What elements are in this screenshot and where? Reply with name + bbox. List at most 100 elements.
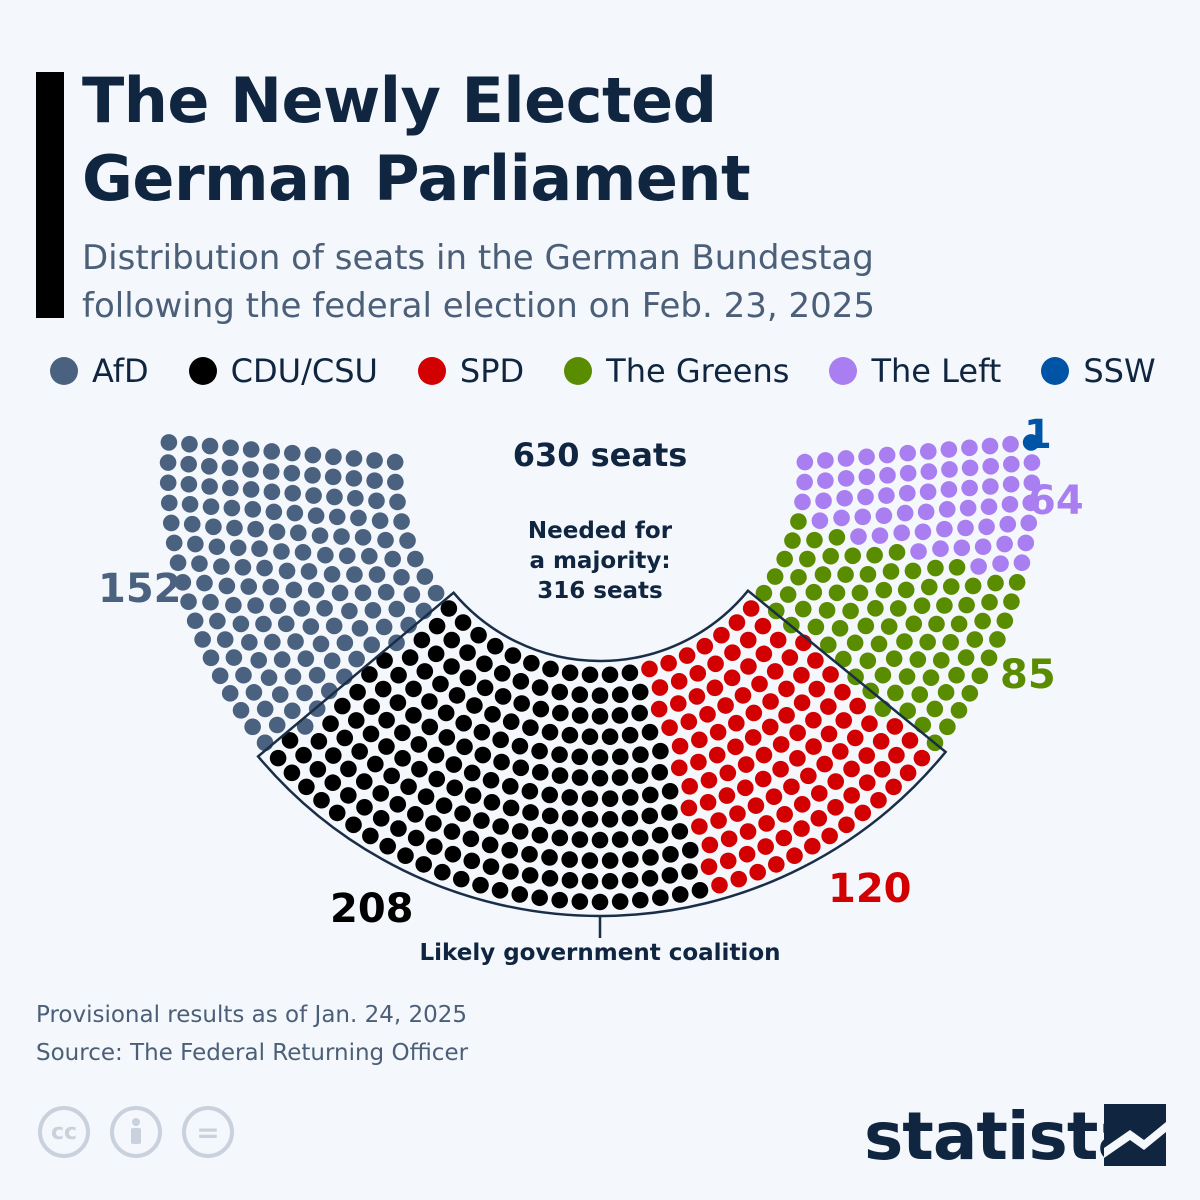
seat-spd bbox=[699, 794, 717, 811]
title-accent-bar bbox=[36, 72, 64, 318]
seat-spd bbox=[706, 679, 724, 697]
majority-line-2: a majority: bbox=[529, 548, 671, 574]
seat-the-greens bbox=[974, 612, 991, 630]
seat-afd bbox=[286, 504, 304, 522]
seat-cdu-csu bbox=[493, 753, 510, 771]
seat-spd bbox=[858, 747, 876, 764]
seat-afd bbox=[389, 493, 406, 511]
seat-spd bbox=[729, 805, 746, 822]
seat-spd bbox=[742, 600, 760, 617]
seat-spd bbox=[691, 818, 708, 835]
seat-the-greens bbox=[942, 578, 960, 595]
seat-spd bbox=[913, 749, 931, 767]
seat-spd bbox=[744, 729, 762, 746]
seat-the-left bbox=[919, 483, 937, 501]
seat-afd bbox=[268, 716, 286, 734]
seat-afd bbox=[225, 649, 243, 666]
seat-afd bbox=[307, 581, 325, 599]
seat-afd bbox=[196, 574, 213, 592]
source: Source: The Federal Returning Officer bbox=[36, 1040, 469, 1066]
seat-cdu-csu bbox=[298, 778, 315, 796]
seat-cdu-csu bbox=[459, 644, 476, 661]
seat-afd bbox=[241, 634, 258, 651]
seat-the-greens bbox=[914, 716, 932, 734]
seat-cdu-csu bbox=[440, 600, 458, 617]
statista-logo: statista bbox=[864, 1098, 1142, 1175]
seat-cdu-csu bbox=[591, 831, 609, 849]
logo-text: statista bbox=[864, 1098, 1142, 1175]
seat-afd bbox=[300, 563, 318, 580]
seat-cdu-csu bbox=[531, 889, 548, 907]
seat-cdu-csu bbox=[428, 770, 446, 788]
seat-afd bbox=[255, 615, 272, 633]
seat-spd bbox=[680, 713, 698, 731]
seat-spd bbox=[778, 706, 795, 724]
seat-the-left bbox=[896, 504, 914, 522]
seat-spd bbox=[660, 654, 677, 672]
seat-the-left bbox=[833, 509, 850, 527]
seat-the-greens bbox=[846, 634, 864, 652]
seat-cdu-csu bbox=[581, 872, 599, 890]
seat-spd bbox=[872, 733, 890, 750]
seat-spd bbox=[805, 738, 822, 755]
seat-the-greens bbox=[887, 684, 904, 702]
seat-afd bbox=[393, 513, 410, 530]
seat-the-left bbox=[974, 538, 992, 556]
seat-afd bbox=[256, 734, 274, 752]
seat-the-greens bbox=[957, 649, 975, 666]
seat-afd bbox=[247, 520, 264, 538]
seat-cdu-csu bbox=[611, 893, 629, 910]
seat-cdu-csu bbox=[551, 767, 569, 784]
seat-spd bbox=[772, 736, 790, 753]
seat-the-greens bbox=[980, 649, 998, 667]
majority-line-3: 316 seats bbox=[537, 578, 663, 604]
seat-cdu-csu bbox=[523, 654, 540, 672]
seat-cdu-csu bbox=[334, 697, 351, 715]
seat-spd bbox=[751, 675, 768, 693]
seat-afd bbox=[324, 468, 342, 486]
seat-cdu-csu bbox=[591, 749, 609, 766]
seat-the-left bbox=[879, 467, 896, 484]
seat-the-greens bbox=[857, 617, 875, 635]
seat-cdu-csu bbox=[511, 823, 529, 840]
seat-afd bbox=[345, 450, 363, 467]
seat-spd bbox=[793, 796, 811, 813]
legend-item-cdu-csu: CDU/CSU bbox=[188, 352, 378, 390]
seat-cdu-csu bbox=[621, 809, 639, 827]
seat-spd bbox=[738, 845, 756, 863]
seat-afd bbox=[293, 600, 311, 617]
seat-spd bbox=[736, 779, 754, 797]
seat-afd bbox=[294, 544, 312, 561]
seat-afd bbox=[235, 666, 252, 684]
seat-spd bbox=[755, 645, 773, 663]
seat-the-left bbox=[982, 478, 999, 495]
legend-dot-icon bbox=[1041, 357, 1070, 385]
legend: AfD CDU/CSU SPD The Greens The Left SSW bbox=[50, 352, 1156, 390]
seat-cdu-csu bbox=[376, 652, 393, 669]
seat-the-greens bbox=[828, 584, 846, 602]
seat-cdu-csu bbox=[454, 614, 472, 631]
seat-cdu-csu bbox=[571, 686, 589, 704]
seat-the-greens bbox=[799, 550, 816, 568]
seat-afd bbox=[244, 718, 261, 736]
seat-cdu-csu bbox=[571, 748, 589, 766]
seat-cdu-csu bbox=[611, 748, 629, 766]
seat-cdu-csu bbox=[443, 631, 461, 649]
seat-afd bbox=[386, 453, 404, 471]
seat-the-left bbox=[815, 492, 832, 510]
seat-cdu-csu bbox=[484, 706, 501, 723]
seat-cdu-csu bbox=[362, 827, 379, 845]
seat-the-left bbox=[961, 479, 978, 497]
seat-cdu-csu bbox=[591, 893, 609, 911]
seat-the-left bbox=[996, 535, 1013, 553]
seat-spd bbox=[846, 729, 864, 747]
seat-spd bbox=[710, 812, 727, 829]
seat-cdu-csu bbox=[473, 723, 491, 741]
seat-the-greens bbox=[828, 528, 846, 546]
seat-cdu-csu bbox=[631, 683, 649, 701]
seat-the-greens bbox=[989, 631, 1006, 648]
seat-afd bbox=[260, 669, 278, 686]
seat-spd bbox=[739, 823, 757, 840]
seat-cdu-csu bbox=[551, 746, 568, 763]
seat-afd bbox=[388, 634, 405, 652]
